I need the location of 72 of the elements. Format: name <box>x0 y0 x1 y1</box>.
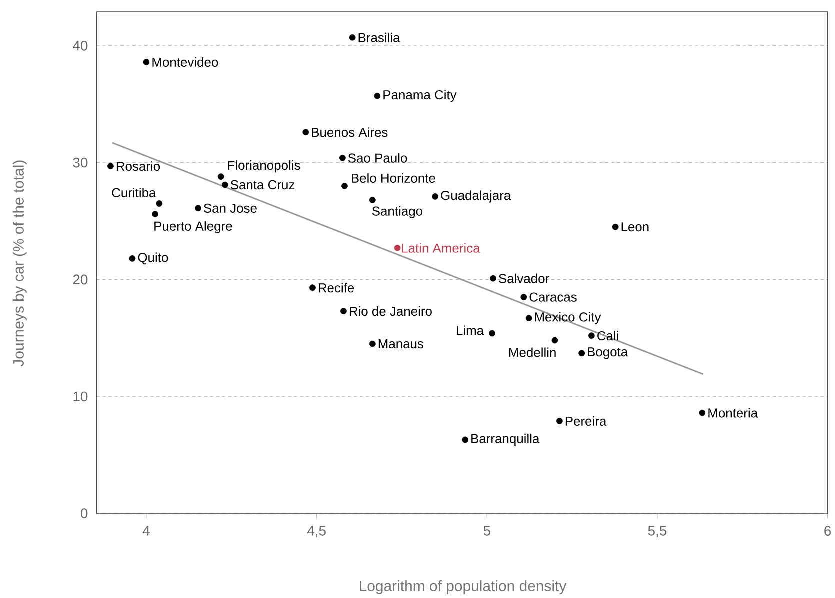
annotation: Monteria <box>708 408 758 418</box>
annotation: Lima <box>457 326 484 336</box>
point <box>342 183 348 190</box>
annotation: Rio de Janeiro <box>350 306 432 316</box>
annotation: Pereira <box>566 416 607 426</box>
x-tick-label: 4 <box>142 526 150 536</box>
annotation: San Jose <box>204 204 257 214</box>
y-tick-label: 0 <box>81 508 88 519</box>
x-tick-label: 4,5 <box>307 526 326 538</box>
point <box>129 256 136 262</box>
x-axis-title: Logarithm of population density <box>360 580 567 595</box>
annotation: Puerto Alegre <box>154 222 232 234</box>
annotation: Quito <box>138 252 168 265</box>
annotation: Santa Cruz <box>230 180 295 190</box>
point <box>612 224 619 230</box>
y-tick-label: 30 <box>73 158 88 168</box>
annotation: Montevideo <box>152 58 218 68</box>
y-tick-label: 20 <box>73 274 88 285</box>
annotation: Curitiba <box>112 188 156 198</box>
point <box>520 294 528 301</box>
point <box>340 155 346 162</box>
point <box>374 93 381 100</box>
point <box>302 129 310 136</box>
series-label: Latin America <box>402 244 480 254</box>
annotation: Salvador <box>499 274 550 284</box>
annotation: Leon <box>622 222 649 232</box>
annotation: Panama City <box>384 90 457 102</box>
x-tick-label: 5,5 <box>648 526 667 538</box>
point <box>152 211 159 218</box>
point <box>369 341 376 348</box>
point <box>310 284 316 292</box>
y-axis-title: Journeys by car (% of the total) <box>12 160 27 367</box>
annotation: Guadalajara <box>441 190 512 203</box>
annotation: Brasilia <box>358 33 400 43</box>
point <box>578 350 586 357</box>
y-tick-label: 40 <box>73 41 88 51</box>
point <box>432 194 439 200</box>
point <box>556 418 563 425</box>
point <box>394 245 401 252</box>
annotation: Mexico City <box>535 312 602 325</box>
annotation: Recife <box>318 283 354 293</box>
point <box>143 59 150 66</box>
point <box>195 205 202 212</box>
annotation: Belo Horizonte <box>352 174 436 184</box>
x-tick-label: 6 <box>824 526 832 536</box>
point <box>369 197 376 204</box>
annotation: Santiago <box>372 206 423 219</box>
point <box>490 276 496 282</box>
point <box>489 330 496 337</box>
y-tick-label: 10 <box>74 392 88 402</box>
annotation: Caracas <box>530 292 577 302</box>
annotation: Buenos Aires <box>312 128 388 138</box>
annotation: Barranquilla <box>472 434 540 446</box>
point <box>349 34 356 42</box>
point <box>699 410 706 416</box>
annotation: Florianopolis <box>228 160 300 173</box>
point <box>552 338 558 344</box>
annotation: Medellin <box>510 348 556 358</box>
point <box>156 200 163 208</box>
point <box>108 163 114 170</box>
point <box>340 308 347 315</box>
annotation: Cali <box>598 331 618 341</box>
x-tick-label: 5 <box>484 526 490 536</box>
annotation: Manaus <box>378 340 424 349</box>
annotation: Bogota <box>588 348 628 360</box>
point <box>222 182 228 188</box>
point <box>462 436 469 444</box>
annotation: Sao Paulo <box>348 154 408 164</box>
point <box>218 174 224 180</box>
point <box>588 332 595 340</box>
point <box>526 315 532 322</box>
annotation: Rosario <box>116 162 160 172</box>
